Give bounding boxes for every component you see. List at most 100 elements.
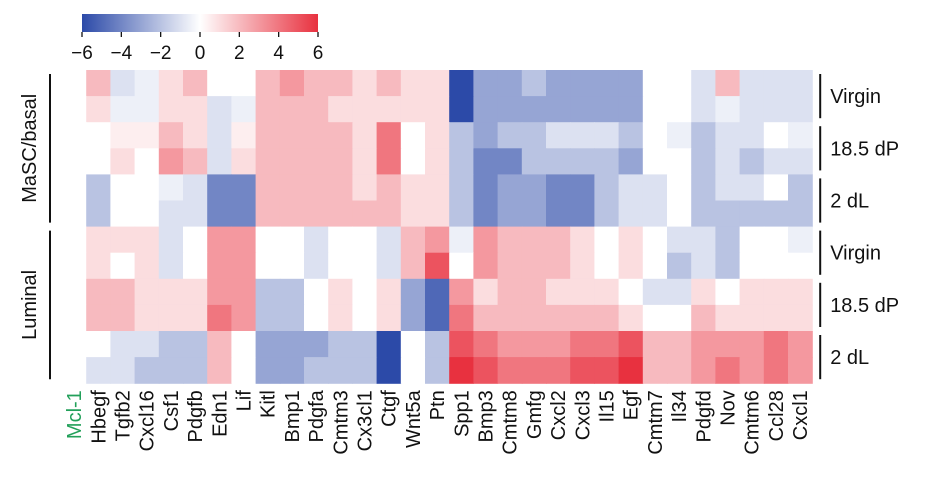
row-subgroup-labels: Virgin 18.5 dP 2 dL Virgin 18.5 dP 2 dL [819,74,899,380]
column-label: Wnt5a [403,389,425,448]
heatmap-cell [400,226,426,254]
heatmap-cell [86,252,111,280]
heatmap-cell [594,96,620,123]
heatmap-cell [207,96,232,123]
heatmap-cell [667,70,692,97]
heatmap-cell [207,148,232,175]
heatmap-cell [183,252,208,280]
heatmap-cell [425,304,450,332]
heatmap-cell [739,252,765,280]
heatmap-cell [546,357,571,384]
heatmap-cell [158,122,184,149]
column-label: Cxcl1 [790,390,812,440]
heatmap-cell [425,70,450,97]
heatmap-cell [376,331,402,358]
heatmap-cell [328,200,353,228]
colorbar-tick-label: 6 [313,43,324,64]
heatmap-cell [667,96,692,123]
heatmap-cell [642,174,668,202]
column-label: Cx3cl1 [355,390,377,451]
column-label: Kitl [258,390,280,418]
heatmap-cell [570,96,595,123]
subgroup-label: 2 dL [830,347,869,369]
heatmap-cell [328,331,353,358]
heatmap-cell [473,148,499,175]
column-label: Tgfb2 [113,390,135,441]
heatmap-cells [62,70,813,384]
heatmap-cell [473,304,499,332]
heatmap-cell [255,226,281,254]
heatmap-cell [497,252,523,280]
column-label: Cxcl2 [548,390,570,440]
heatmap-cell [86,96,111,123]
heatmap-cell [231,331,257,358]
heatmap-cell [207,70,232,97]
heatmap-cell [691,96,716,123]
heatmap-cell [497,174,523,202]
heatmap-cell [594,226,620,254]
heatmap-cell [62,70,87,97]
heatmap-cell [667,148,692,175]
column-label: Cmtm8 [500,390,522,454]
heatmap-cell [158,252,184,280]
heatmap-cell [183,122,208,149]
heatmap-cell [328,70,353,97]
heatmap-cell [352,122,378,149]
heatmap-cell [667,278,692,306]
heatmap-cell [183,70,208,97]
heatmap-cell [449,148,474,175]
heatmap-cell [255,174,281,202]
heatmap-cell [691,357,716,384]
heatmap-cell [788,304,813,332]
heatmap-cell [231,357,257,384]
heatmap-cell [328,226,353,254]
column-label: Gmfg [524,390,546,439]
heatmap-cell [521,252,547,280]
heatmap-cell [497,304,523,332]
heatmap-cell [328,357,353,384]
heatmap-cell [400,357,426,384]
heatmap-cell [473,226,499,254]
column-label: Mcl-1 [64,390,86,439]
heatmap-cell [788,200,813,228]
heatmap-cell [521,226,547,254]
heatmap-cell [255,96,281,123]
heatmap-cell [425,200,450,228]
heatmap-cell [570,70,595,97]
heatmap-cell [158,96,184,123]
heatmap-cell [207,226,232,254]
heatmap-cell [788,122,813,149]
heatmap-cell [134,226,160,254]
heatmap-cell [352,148,378,175]
heatmap-cell [618,252,644,280]
heatmap-cell [183,304,208,332]
heatmap-cell [231,70,257,97]
heatmap-cell [158,331,184,358]
heatmap-cell [715,331,741,358]
heatmap-cell [86,304,111,332]
heatmap-cell [134,122,160,149]
heatmap-cell [400,252,426,280]
heatmap-cell [110,278,136,306]
heatmap-cell [739,200,765,228]
heatmap-cell [62,226,87,254]
heatmap-cell [279,96,305,123]
colorbar-tick-label: 0 [195,43,206,64]
column-label: Spp1 [451,390,473,437]
heatmap-cell [691,174,716,202]
heatmap-cell [739,70,765,97]
column-labels: Mcl-1 Hbegf Tgfb2 Cxcl16 Csf1 Pdgfb Edn1 Lif Kit… [64,389,812,454]
colorbar-gradient [82,14,318,32]
heatmap-cell [376,70,402,97]
heatmap-cell [231,148,257,175]
heatmap-cell [183,331,208,358]
heatmap-cell [570,278,595,306]
heatmap-cell [618,174,644,202]
heatmap-cell [62,200,87,228]
heatmap-cell [473,200,499,228]
heatmap-cell [763,252,789,280]
heatmap-cell [715,174,741,202]
heatmap-cell [546,148,571,175]
column-label: Cxcl16 [137,390,159,451]
heatmap-cell [62,96,87,123]
